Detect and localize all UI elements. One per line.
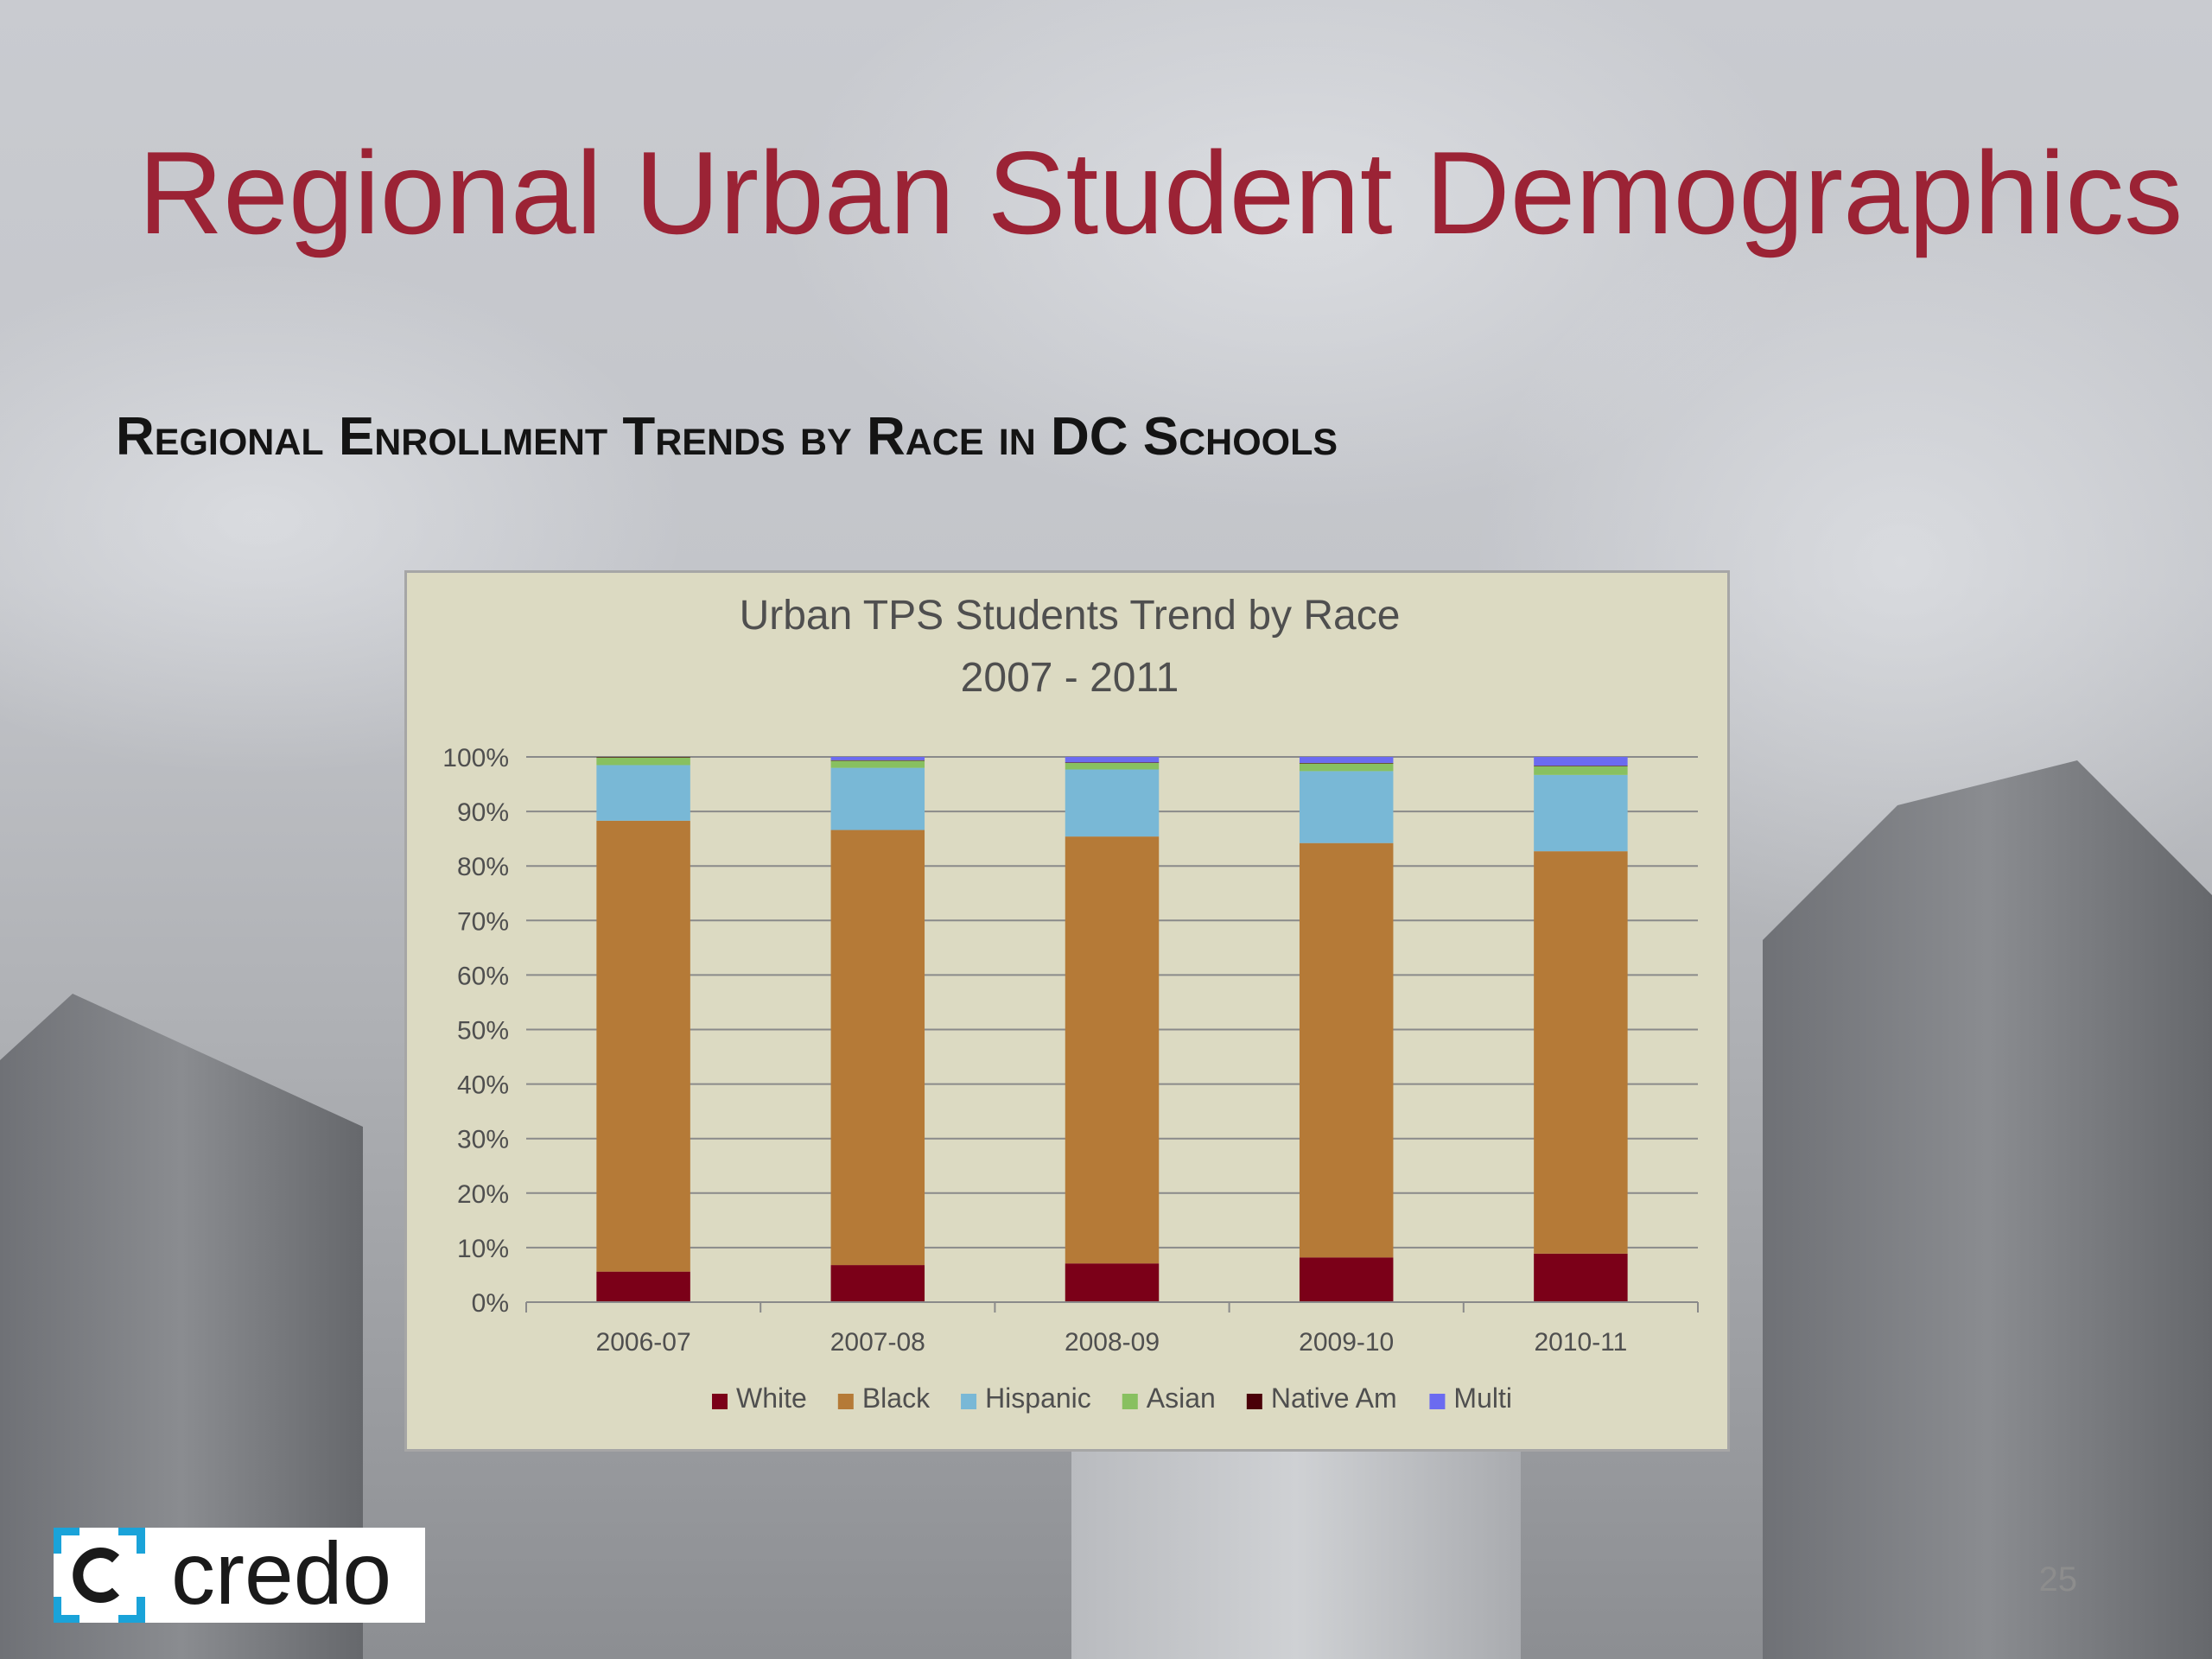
- credo-wordmark: credo: [171, 1528, 391, 1623]
- y-tick-label: 30%: [457, 1126, 509, 1154]
- credo-bracket-icon: [54, 1528, 145, 1623]
- slide-title: Regional Urban Student Demographics: [138, 127, 2183, 258]
- bar-segment-hispanic: [1534, 774, 1628, 852]
- bar-segment-asian: [1534, 766, 1628, 775]
- y-tick-label: 0%: [472, 1289, 509, 1318]
- bar-segment-multi: [1065, 757, 1160, 763]
- y-tick-label: 10%: [457, 1235, 509, 1263]
- bar-segment-native-am: [1299, 762, 1394, 764]
- legend-label-asian: Asian: [1147, 1382, 1216, 1414]
- x-tick-label: 2008-09: [1065, 1328, 1160, 1357]
- y-tick-label: 90%: [457, 798, 509, 827]
- x-axis: 2006-07 2007-08 2008-09 2009-10 2010-11: [525, 1301, 1699, 1357]
- bar-segment-hispanic: [830, 767, 925, 830]
- legend-swatch-white: [712, 1394, 728, 1409]
- y-tick-label: 60%: [457, 962, 509, 990]
- legend-label-hispanic: Hispanic: [985, 1382, 1091, 1414]
- y-tick-label: 80%: [457, 853, 509, 881]
- x-tick-label: 2010-11: [1534, 1328, 1627, 1357]
- bar-segment-hispanic: [1065, 769, 1160, 837]
- legend-swatch-multi: [1429, 1394, 1446, 1409]
- chart-subtitle: 2007 - 2011: [961, 655, 1179, 701]
- chart-title: Urban TPS Students Trend by Race: [740, 593, 1401, 639]
- bar-segment-hispanic: [1299, 771, 1394, 843]
- bar-segment-multi: [1534, 757, 1628, 766]
- stacked-bar-chart: Urban TPS Students Trend by Race 2007 - …: [442, 593, 1699, 1414]
- bar-segment-black: [1065, 836, 1160, 1264]
- bar-segment-asian: [1065, 762, 1160, 770]
- bar-segment-native-am: [1065, 762, 1160, 763]
- bar-segment-asian: [596, 757, 690, 766]
- bar-segment-black: [1299, 842, 1394, 1258]
- y-tick-label: 20%: [457, 1180, 509, 1209]
- x-tick-label: 2007-08: [830, 1328, 925, 1357]
- chart-bars: [596, 757, 1628, 1302]
- legend-swatch-hispanic: [961, 1394, 977, 1409]
- bar-segment-white: [1534, 1253, 1628, 1302]
- legend-swatch-asian: [1122, 1394, 1138, 1409]
- bar-segment-native-am: [596, 757, 690, 758]
- bar-segment-native-am: [830, 760, 925, 761]
- page-number: 25: [2038, 1560, 2078, 1599]
- x-tick-label: 2006-07: [596, 1328, 691, 1357]
- y-tick-label: 70%: [457, 907, 509, 936]
- legend-swatch-black: [837, 1394, 854, 1409]
- bar-segment-white: [1065, 1263, 1160, 1302]
- y-axis-ticks: 0% 10% 20% 30% 40% 50% 60% 70% 80% 90% 100%: [442, 744, 509, 1318]
- legend-label-white: White: [736, 1382, 807, 1414]
- legend-label-multi: Multi: [1453, 1382, 1512, 1414]
- y-tick-label: 40%: [457, 1071, 509, 1100]
- bar-segment-asian: [1299, 763, 1394, 772]
- bar-segment-black: [830, 830, 925, 1266]
- y-tick-label: 100%: [442, 744, 509, 772]
- bar-segment-white: [830, 1265, 925, 1302]
- bar-segment-multi: [1299, 757, 1394, 763]
- bar-segment-asian: [830, 760, 925, 768]
- chart-panel: Urban TPS Students Trend by Race 2007 - …: [404, 570, 1730, 1452]
- chart-legend: White Black Hispanic Asian Native Am Multi: [712, 1382, 1512, 1414]
- bar-segment-white: [1299, 1257, 1394, 1302]
- credo-logo: credo: [54, 1528, 425, 1623]
- bar-segment-white: [596, 1271, 690, 1302]
- x-tick-label: 2009-10: [1299, 1328, 1394, 1357]
- bar-segment-hispanic: [596, 765, 690, 821]
- legend-label-black: Black: [862, 1382, 931, 1414]
- legend-label-native-am: Native Am: [1271, 1382, 1397, 1414]
- bar-segment-black: [596, 820, 690, 1272]
- y-tick-label: 50%: [457, 1017, 509, 1046]
- bar-segment-black: [1534, 851, 1628, 1254]
- legend-swatch-native-am: [1246, 1394, 1262, 1409]
- slide-subtitle: Regional Enrollment Trends by Race in DC…: [116, 407, 1338, 467]
- bar-segment-multi: [830, 757, 925, 760]
